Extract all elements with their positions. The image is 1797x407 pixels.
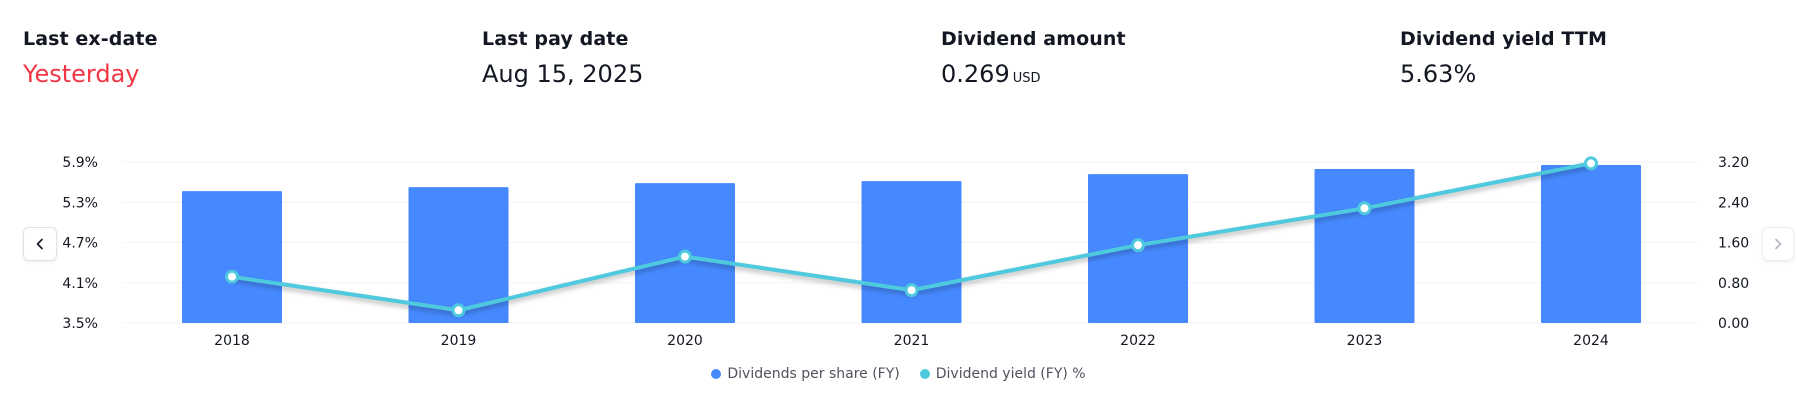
left-axis-tick: 3.5% [62,316,98,332]
left-axis: 5.9% 5.3% 4.7% 4.1% 3.5% [62,155,98,332]
right-axis-tick: 0.00 [1718,316,1749,332]
left-axis-tick: 4.7% [62,236,98,252]
stat-label: Dividend yield TTM [1400,28,1607,50]
bar [1314,169,1415,323]
right-axis-tick: 2.40 [1718,195,1749,211]
stat-label: Dividend amount [941,28,1126,50]
chart-legend: Dividends per share (FY) Dividend yield … [0,366,1797,382]
line-point [451,303,466,318]
stat-value: Yesterday [23,60,140,88]
legend-dot [711,369,722,379]
line-point [1357,201,1372,216]
stat-dividend-amount: Dividend amount 0.269 USD [941,28,1126,88]
stat-label: Last pay date [482,28,629,50]
bar [861,181,962,323]
bar [408,187,509,323]
left-axis-tick: 5.9% [62,155,98,171]
legend-item-dividend-yield[interactable]: Dividend yield (FY) % [919,366,1086,382]
legend-dot [919,369,930,379]
right-axis-tick: 3.20 [1718,155,1749,171]
bar [1541,165,1641,323]
line-point [225,269,239,284]
x-axis-tick: 2020 [667,333,703,349]
line-point [904,283,919,298]
line-point [678,249,692,264]
stat-dividend-yield-ttm: Dividend yield TTM 5.63% [1400,28,1607,88]
stat-unit: USD [1012,71,1041,86]
line-point [1584,156,1598,171]
x-axis-tick: 2021 [894,333,930,349]
stat-last-pay-date: Last pay date Aug 15, 2025 [482,28,643,88]
x-axis-tick: 2018 [214,333,250,349]
right-axis-tick: 1.60 [1718,236,1749,252]
legend-label: Dividends per share (FY) [727,366,900,382]
dividend-chart: 5.9% 5.3% 4.7% 4.1% 3.5% 3.20 2.40 1.60 0.80 0.0… [62,155,1749,349]
scroll-right-button[interactable] [1762,227,1794,261]
stat-value: 5.63% [1400,60,1477,88]
legend-label: Dividend yield (FY) % [935,366,1086,382]
x-axis-tick: 2023 [1347,333,1383,349]
bar-series [182,165,1641,323]
x-axis-tick: 2022 [1120,333,1156,349]
legend-item-dividends-per-share[interactable]: Dividends per share (FY) [711,366,900,382]
x-axis-tick: 2019 [441,333,477,349]
stat-last-ex-date: Last ex-date Yesterday [23,28,158,88]
x-axis-tick: 2024 [1573,333,1609,349]
stat-value: 0.269 USD [941,60,1041,88]
left-axis-tick: 5.3% [62,195,98,211]
left-axis-tick: 4.1% [62,276,98,292]
stat-value: Aug 15, 2025 [482,60,644,88]
right-axis-tick: 0.80 [1718,276,1749,292]
right-axis: 3.20 2.40 1.60 0.80 0.00 [1718,155,1749,332]
x-axis: 2018 2019 2020 2021 2022 2023 2024 [214,333,1609,349]
chevron-left-icon [36,238,43,250]
line-point [1131,238,1145,253]
line-points [225,156,1598,318]
bar [182,191,282,323]
dividend-stats: Last ex-date Yesterday Last pay date Aug… [0,0,1797,100]
stat-label: Last ex-date [23,28,158,50]
chevron-right-icon [1775,238,1782,250]
scroll-left-button[interactable] [23,227,57,261]
